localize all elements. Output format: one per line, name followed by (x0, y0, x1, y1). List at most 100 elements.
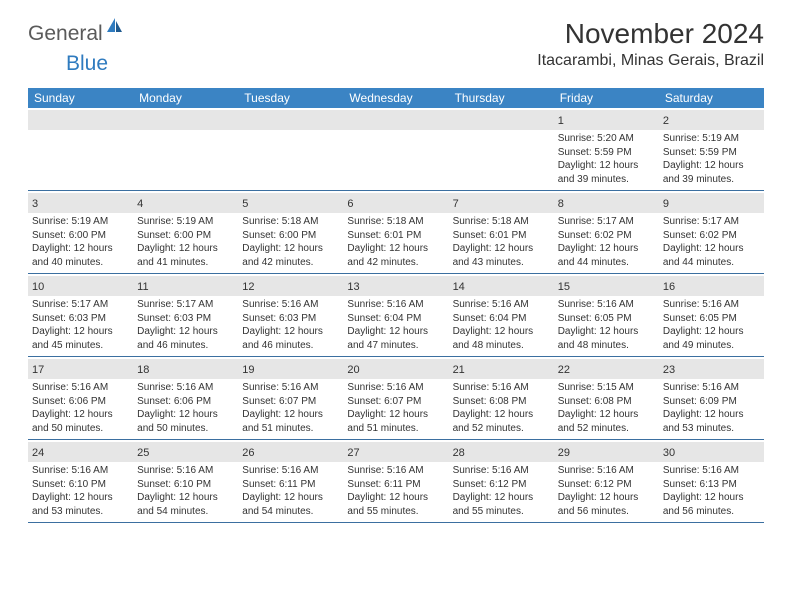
calendar-day: 9Sunrise: 5:17 AMSunset: 6:02 PMDaylight… (659, 191, 764, 273)
day-number: 5 (242, 198, 248, 210)
sunset-line: Sunset: 6:00 PM (32, 229, 129, 243)
day-header-empty (28, 110, 133, 130)
calendar-day: 20Sunrise: 5:16 AMSunset: 6:07 PMDayligh… (343, 357, 448, 439)
daylight-line: Daylight: 12 hours (453, 408, 550, 422)
calendar-day: 1Sunrise: 5:20 AMSunset: 5:59 PMDaylight… (554, 108, 659, 190)
calendar-week: 24Sunrise: 5:16 AMSunset: 6:10 PMDayligh… (28, 440, 764, 523)
sunrise-line: Sunrise: 5:17 AM (663, 215, 760, 229)
daylight-line: and 47 minutes. (347, 339, 444, 353)
day-number: 18 (137, 364, 149, 376)
calendar-week: 17Sunrise: 5:16 AMSunset: 6:06 PMDayligh… (28, 357, 764, 440)
calendar-day: 22Sunrise: 5:15 AMSunset: 6:08 PMDayligh… (554, 357, 659, 439)
sunset-line: Sunset: 6:01 PM (347, 229, 444, 243)
day-header: 19 (238, 359, 343, 379)
day-header: 17 (28, 359, 133, 379)
sunrise-line: Sunrise: 5:16 AM (453, 381, 550, 395)
day-header: 9 (659, 193, 764, 213)
brand-logo: General (28, 22, 125, 46)
weekday-header: Sunday (28, 88, 133, 108)
sunrise-line: Sunrise: 5:16 AM (32, 464, 129, 478)
daylight-line: Daylight: 12 hours (558, 242, 655, 256)
daylight-line: Daylight: 12 hours (453, 491, 550, 505)
daylight-line: and 54 minutes. (137, 505, 234, 519)
day-header: 3 (28, 193, 133, 213)
day-number: 22 (558, 364, 570, 376)
day-header-empty (343, 110, 448, 130)
day-number: 30 (663, 447, 675, 459)
calendar-day: 27Sunrise: 5:16 AMSunset: 6:11 PMDayligh… (343, 440, 448, 522)
day-number: 26 (242, 447, 254, 459)
daylight-line: Daylight: 12 hours (453, 242, 550, 256)
sunset-line: Sunset: 5:59 PM (663, 146, 760, 160)
daylight-line: and 46 minutes. (137, 339, 234, 353)
day-number: 13 (347, 281, 359, 293)
day-number: 4 (137, 198, 143, 210)
calendar-day: 6Sunrise: 5:18 AMSunset: 6:01 PMDaylight… (343, 191, 448, 273)
day-header: 24 (28, 442, 133, 462)
sunrise-line: Sunrise: 5:16 AM (347, 381, 444, 395)
sunset-line: Sunset: 6:05 PM (558, 312, 655, 326)
daylight-line: and 44 minutes. (558, 256, 655, 270)
daylight-line: and 39 minutes. (558, 173, 655, 187)
day-header: 26 (238, 442, 343, 462)
daylight-line: Daylight: 12 hours (242, 491, 339, 505)
sunrise-line: Sunrise: 5:16 AM (347, 298, 444, 312)
sunrise-line: Sunrise: 5:19 AM (32, 215, 129, 229)
sunset-line: Sunset: 6:04 PM (453, 312, 550, 326)
day-number: 2 (663, 115, 669, 127)
day-header-empty (238, 110, 343, 130)
day-header: 2 (659, 110, 764, 130)
daylight-line: Daylight: 12 hours (558, 325, 655, 339)
empty-day (449, 108, 554, 190)
day-number: 29 (558, 447, 570, 459)
daylight-line: Daylight: 12 hours (137, 491, 234, 505)
daylight-line: and 39 minutes. (663, 173, 760, 187)
day-number: 14 (453, 281, 465, 293)
sunrise-line: Sunrise: 5:16 AM (558, 298, 655, 312)
sunset-line: Sunset: 6:12 PM (558, 478, 655, 492)
daylight-line: Daylight: 12 hours (137, 242, 234, 256)
calendar-page: General November 2024 Itacarambi, Minas … (0, 0, 792, 523)
sunrise-line: Sunrise: 5:16 AM (663, 298, 760, 312)
day-number: 7 (453, 198, 459, 210)
sunrise-line: Sunrise: 5:19 AM (663, 132, 760, 146)
daylight-line: Daylight: 12 hours (663, 159, 760, 173)
daylight-line: Daylight: 12 hours (32, 242, 129, 256)
day-number: 12 (242, 281, 254, 293)
calendar-day: 14Sunrise: 5:16 AMSunset: 6:04 PMDayligh… (449, 274, 554, 356)
calendar-day: 18Sunrise: 5:16 AMSunset: 6:06 PMDayligh… (133, 357, 238, 439)
sunset-line: Sunset: 5:59 PM (558, 146, 655, 160)
daylight-line: and 51 minutes. (242, 422, 339, 436)
sunset-line: Sunset: 6:10 PM (137, 478, 234, 492)
sunrise-line: Sunrise: 5:16 AM (242, 298, 339, 312)
sunrise-line: Sunrise: 5:16 AM (558, 464, 655, 478)
sunrise-line: Sunrise: 5:15 AM (558, 381, 655, 395)
sunrise-line: Sunrise: 5:18 AM (347, 215, 444, 229)
day-number: 23 (663, 364, 675, 376)
sunrise-line: Sunrise: 5:16 AM (453, 464, 550, 478)
day-header: 14 (449, 276, 554, 296)
calendar-day: 24Sunrise: 5:16 AMSunset: 6:10 PMDayligh… (28, 440, 133, 522)
daylight-line: Daylight: 12 hours (558, 491, 655, 505)
sunrise-line: Sunrise: 5:16 AM (242, 464, 339, 478)
day-number: 11 (137, 281, 148, 293)
brand-part1: General (28, 22, 103, 46)
daylight-line: and 45 minutes. (32, 339, 129, 353)
day-number: 10 (32, 281, 44, 293)
day-header: 5 (238, 193, 343, 213)
calendar-day: 25Sunrise: 5:16 AMSunset: 6:10 PMDayligh… (133, 440, 238, 522)
calendar-day: 16Sunrise: 5:16 AMSunset: 6:05 PMDayligh… (659, 274, 764, 356)
daylight-line: Daylight: 12 hours (558, 408, 655, 422)
weekday-header: Wednesday (343, 88, 448, 108)
day-number: 28 (453, 447, 465, 459)
calendar-day: 19Sunrise: 5:16 AMSunset: 6:07 PMDayligh… (238, 357, 343, 439)
daylight-line: and 41 minutes. (137, 256, 234, 270)
calendar-day: 5Sunrise: 5:18 AMSunset: 6:00 PMDaylight… (238, 191, 343, 273)
daylight-line: and 53 minutes. (32, 505, 129, 519)
sunset-line: Sunset: 6:09 PM (663, 395, 760, 409)
daylight-line: and 51 minutes. (347, 422, 444, 436)
daylight-line: and 50 minutes. (32, 422, 129, 436)
calendar-grid: SundayMondayTuesdayWednesdayThursdayFrid… (28, 88, 764, 523)
calendar-day: 29 Sunrise: 5:16 AMSunset: 6:12 PMDayligh… (554, 440, 659, 522)
day-header: 16 (659, 276, 764, 296)
